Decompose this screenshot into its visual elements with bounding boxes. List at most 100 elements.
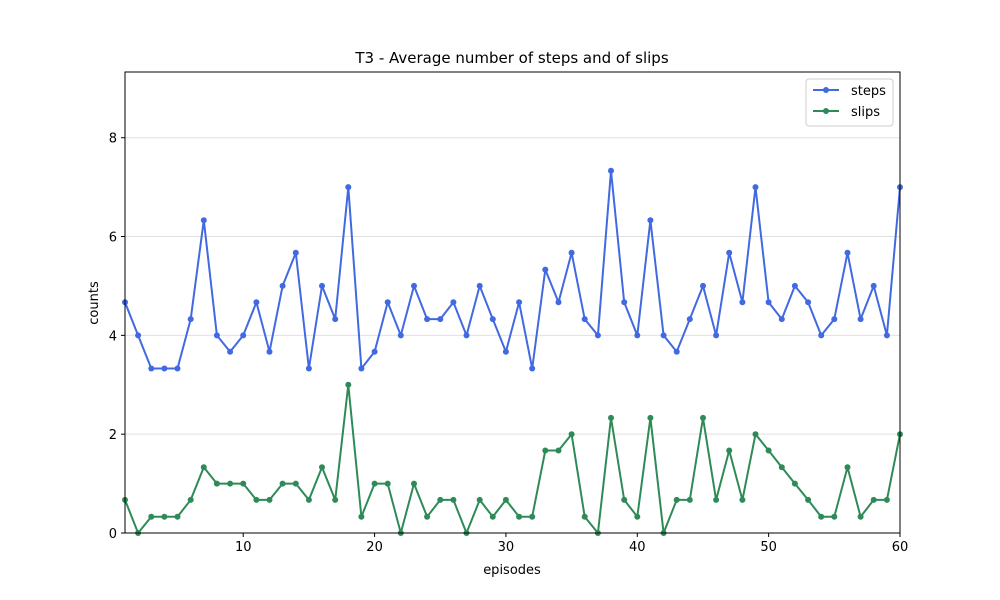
point-steps-23 [411,282,417,289]
point-slips-33 [542,447,549,454]
point-slips-34 [555,447,562,454]
point-steps-58 [870,282,877,289]
point-slips-20 [371,480,378,487]
point-slips-44 [686,496,693,503]
point-slips-50 [765,447,772,454]
x-tick-label-50: 50 [760,540,777,555]
point-slips-52 [791,480,798,487]
point-slips-56 [844,464,851,471]
point-slips-54 [818,513,825,520]
point-steps-48 [739,299,746,306]
point-steps-17 [332,316,339,323]
x-axis-label: episodes [483,563,541,578]
point-steps-54 [818,332,825,339]
y-axis-ticks: 0 2 4 6 8 [109,132,125,542]
point-steps-19 [358,365,365,372]
x-tick-label-10: 10 [235,540,252,555]
x-tick-label-60: 60 [892,540,909,555]
point-steps-50 [765,299,772,306]
plot-area [122,167,903,536]
y-axis-label: counts [87,281,102,325]
point-steps-24 [424,316,431,323]
point-steps-51 [778,316,785,323]
point-slips-9 [227,480,234,487]
point-slips-14 [292,480,299,487]
point-steps-42 [660,332,667,339]
point-slips-46 [713,496,720,503]
point-steps-59 [883,332,890,339]
point-slips-8 [213,480,220,487]
point-slips-28 [476,496,483,503]
point-slips-19 [358,513,365,520]
point-steps-16 [319,282,325,289]
point-steps-34 [555,299,562,306]
point-steps-45 [700,282,706,289]
point-steps-20 [371,348,378,355]
point-steps-26 [450,299,457,306]
point-steps-5 [174,365,181,372]
y-tick-label-0: 0 [109,527,117,542]
point-steps-56 [844,249,851,256]
point-slips-38 [608,414,614,421]
point-slips-57 [857,513,864,520]
point-slips-47 [726,447,733,454]
point-slips-59 [883,496,890,503]
point-steps-13 [279,282,286,289]
point-slips-23 [411,480,417,487]
point-steps-36 [581,316,588,323]
legend-steps-label: steps [851,84,886,99]
point-slips-32 [529,513,536,520]
point-steps-18 [345,184,352,191]
point-steps-21 [384,299,391,306]
point-steps-9 [227,348,234,355]
x-tick-label-40: 40 [629,540,646,555]
point-steps-39 [621,299,628,306]
point-steps-43 [673,348,680,355]
axes-frame [124,71,901,534]
point-steps-41 [647,217,654,224]
point-steps-32 [529,365,536,372]
point-slips-30 [502,496,509,503]
y-tick-label-8: 8 [109,132,117,147]
y-tick-label-6: 6 [109,231,117,246]
x-tick-label-30: 30 [498,540,515,555]
point-slips-55 [831,513,838,520]
point-slips-11 [253,496,260,503]
y-tick-label-2: 2 [109,428,117,443]
point-steps-4 [161,365,168,372]
point-slips-16 [319,464,325,471]
point-slips-17 [332,496,339,503]
point-slips-40 [634,513,641,520]
point-slips-10 [240,480,247,487]
point-slips-7 [200,464,207,471]
point-steps-3 [148,365,155,372]
point-steps-15 [305,365,312,372]
point-slips-58 [870,496,877,503]
legend-slips-marker [823,108,829,114]
point-slips-41 [647,414,654,421]
point-slips-35 [568,431,575,438]
point-slips-45 [700,414,706,421]
x-tick-label-20: 20 [366,540,383,555]
point-steps-40 [634,332,641,339]
point-steps-30 [502,348,509,355]
point-slips-53 [805,496,812,503]
point-steps-22 [397,332,404,339]
point-steps-10 [240,332,247,339]
y-tick-label-4: 4 [109,329,117,344]
point-slips-12 [266,496,273,503]
point-steps-27 [463,332,470,339]
point-slips-6 [187,496,194,503]
legend-steps-marker [823,87,829,93]
point-steps-25 [437,316,444,323]
point-slips-4 [161,513,168,520]
point-slips-15 [305,496,312,503]
point-steps-7 [200,217,207,224]
point-steps-37 [594,332,601,339]
point-steps-53 [805,299,812,306]
point-steps-49 [752,184,759,191]
point-steps-38 [608,167,614,174]
point-steps-12 [266,348,273,355]
point-steps-46 [713,332,720,339]
